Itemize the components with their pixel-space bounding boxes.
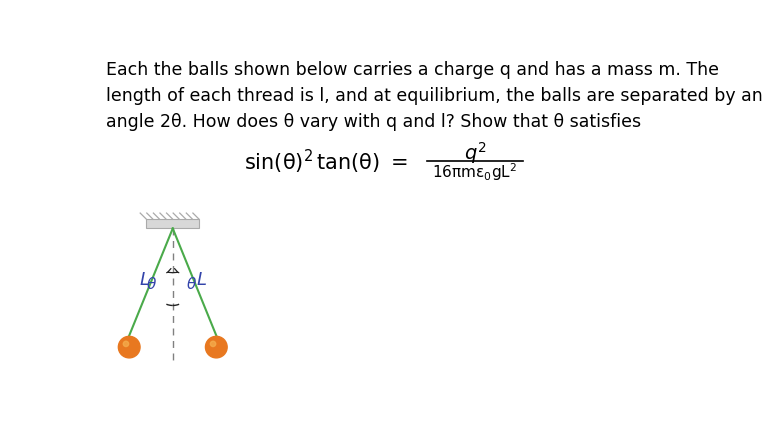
Text: $L$: $L$ (139, 271, 149, 289)
Text: $\theta$: $\theta$ (146, 276, 156, 292)
Circle shape (123, 341, 129, 347)
Circle shape (210, 341, 216, 347)
Text: $\theta$: $\theta$ (186, 276, 197, 292)
Bar (146, 219, 199, 229)
Text: $\mathregular{16\pi m\epsilon_0 g L^2}$: $\mathregular{16\pi m\epsilon_0 g L^2}$ (433, 161, 517, 183)
Text: $\mathregular{sin(\theta)^2\,tan(\theta)\ =}$: $\mathregular{sin(\theta)^2\,tan(\theta)… (244, 147, 408, 175)
Text: $L$: $L$ (196, 271, 207, 289)
Circle shape (118, 336, 140, 358)
Text: $q^2$: $q^2$ (464, 140, 486, 166)
Text: Each the balls shown below carries a charge q and has a mass m. The
length of ea: Each the balls shown below carries a cha… (106, 61, 762, 131)
Circle shape (206, 336, 227, 358)
